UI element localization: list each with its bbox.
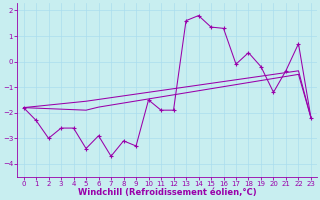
X-axis label: Windchill (Refroidissement éolien,°C): Windchill (Refroidissement éolien,°C) [78,188,257,197]
